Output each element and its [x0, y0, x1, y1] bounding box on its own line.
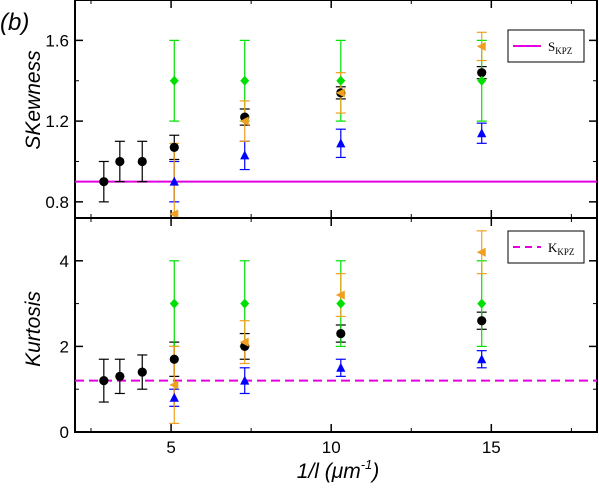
x-tick-label: 15 [482, 438, 501, 457]
data-point-triangle-left [335, 88, 345, 98]
plot-frame [74, 217, 598, 433]
data-point-triangle [169, 392, 179, 402]
y-tick-label: 4 [60, 252, 69, 271]
legend-label: KKPZ [548, 240, 574, 257]
legend-box [507, 230, 585, 264]
data-point-circle [99, 376, 109, 386]
data-point-circle [137, 367, 147, 377]
y-tick-label: 0.8 [45, 193, 69, 212]
data-point-triangle [169, 176, 179, 186]
data-point-triangle-left [335, 290, 345, 300]
data-point-triangle-left [476, 41, 486, 52]
data-point-circle [477, 316, 487, 326]
y-tick-label: 2 [60, 337, 69, 356]
y-axis-label-skewness: SKewness [22, 50, 45, 150]
data-point-circle [115, 371, 125, 381]
data-point-triangle [240, 150, 250, 160]
data-point-triangle-left [169, 209, 179, 219]
y-axis-label-kurtosis: Kurtosis [22, 291, 45, 367]
panel-label: (b) [0, 9, 29, 36]
x-tick-labels: 5 10 15 [166, 438, 500, 457]
y-tick-label: 1.2 [45, 112, 69, 131]
data-point-triangle-left [169, 380, 179, 390]
legend-kurtosis: KKPZ [507, 230, 585, 264]
data-point-circle [99, 177, 109, 187]
data-point-circle [169, 354, 179, 364]
x-tick-label: 10 [322, 438, 341, 457]
x-axis-label: 1/l (μm-1) [297, 457, 380, 483]
data-point-circle [477, 68, 487, 78]
data-point-triangle [336, 138, 346, 148]
data-point-triangle [240, 375, 250, 385]
data-point-triangle-left [239, 116, 249, 126]
y-tick-labels-skewness: 0.8 1.2 1.6 [45, 31, 69, 211]
data-point-diamond [336, 75, 346, 86]
data-point-triangle [336, 362, 346, 372]
data-point-circle [169, 142, 179, 152]
data-point-diamond [240, 75, 250, 86]
plot-area-kurtosis [74, 217, 598, 433]
skewness-panel: SKewness 0.8 1.2 1.6 SKPZ [22, 0, 598, 219]
data-point-diamond [336, 298, 346, 309]
legend-label: SKPZ [548, 39, 572, 56]
data-point-diamond [169, 75, 179, 86]
legend-skewness: SKPZ [507, 29, 585, 63]
data-point-diamond [240, 298, 250, 309]
data-point-triangle [477, 128, 487, 138]
data-point-triangle [477, 354, 487, 364]
data-point-triangle-left [476, 247, 486, 257]
y-tick-label: 1.6 [45, 31, 69, 50]
data-point-circle [115, 156, 125, 167]
kurtosis-panel: Kurtosis 0 2 4 KKPZ [22, 217, 598, 442]
data-point-diamond [169, 298, 179, 309]
data-point-triangle-left [239, 337, 249, 347]
y-tick-label: 0 [60, 423, 69, 442]
data-point-diamond [477, 75, 487, 86]
y-tick-labels-kurtosis: 0 2 4 [60, 252, 69, 442]
data-point-diamond [477, 298, 487, 309]
data-point-circle [137, 156, 147, 167]
x-tick-label: 5 [166, 438, 175, 457]
data-point-circle [336, 328, 346, 339]
